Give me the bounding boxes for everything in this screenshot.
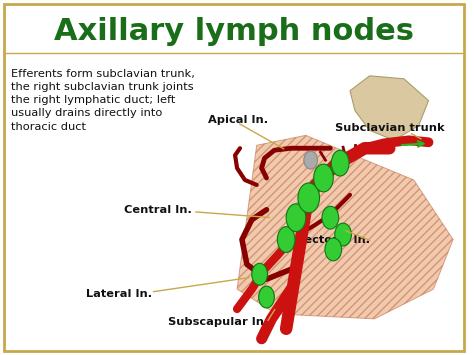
- Ellipse shape: [335, 223, 351, 246]
- Ellipse shape: [331, 150, 349, 176]
- Ellipse shape: [298, 183, 319, 213]
- Ellipse shape: [277, 226, 295, 252]
- Text: Apical ln.: Apical ln.: [208, 115, 268, 125]
- Ellipse shape: [304, 151, 318, 169]
- Ellipse shape: [259, 286, 274, 308]
- Polygon shape: [350, 76, 428, 140]
- Text: Central ln.: Central ln.: [124, 205, 192, 215]
- Polygon shape: [237, 135, 453, 319]
- Text: Axillary lymph nodes: Axillary lymph nodes: [54, 17, 414, 46]
- Text: Pectoral ln.: Pectoral ln.: [296, 235, 370, 245]
- Ellipse shape: [252, 263, 267, 285]
- Ellipse shape: [314, 164, 333, 192]
- Text: Efferents form subclavian trunk,
the right subclavian trunk joints
the right lym: Efferents form subclavian trunk, the rig…: [11, 69, 195, 132]
- Text: Lateral ln.: Lateral ln.: [86, 289, 152, 299]
- Ellipse shape: [325, 238, 342, 261]
- Text: Subscapular ln.: Subscapular ln.: [168, 317, 269, 327]
- Text: Subclavian trunk: Subclavian trunk: [335, 124, 445, 133]
- Ellipse shape: [286, 204, 306, 231]
- Ellipse shape: [322, 206, 339, 229]
